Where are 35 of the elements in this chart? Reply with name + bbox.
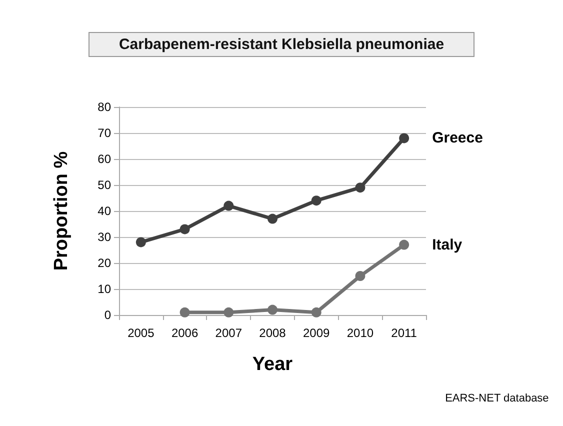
point <box>311 196 322 206</box>
point <box>224 200 234 211</box>
y-tick-label: 50 <box>98 178 112 192</box>
x-tick-label: 2008 <box>259 326 286 340</box>
y-tick-label: 80 <box>98 100 112 114</box>
y-tick-label: 0 <box>104 308 112 322</box>
x-tick-label: 2010 <box>346 326 374 340</box>
y-tick-label: 40 <box>98 204 112 218</box>
y-tick-label: 10 <box>98 282 112 296</box>
point <box>136 237 146 248</box>
y-tick-label: 30 <box>98 230 112 244</box>
x-tick-label: 2009 <box>303 326 330 340</box>
y-axis-title: Proportion % <box>51 151 72 271</box>
text: EARS-NET database <box>445 392 549 404</box>
y-tick-label: 60 <box>98 152 112 166</box>
point <box>268 304 278 315</box>
x-tick-label: 2006 <box>171 326 198 340</box>
point <box>180 307 190 318</box>
x-tick-label: 2007 <box>215 326 242 340</box>
point <box>399 240 410 250</box>
point <box>355 182 366 193</box>
series-label: Italy <box>432 236 463 254</box>
x-tick-label: 2011 <box>391 326 418 340</box>
y-tick-label: 20 <box>98 256 112 270</box>
point <box>399 133 410 144</box>
series-label: Greece <box>432 130 483 147</box>
x-axis-title: Year <box>252 354 294 375</box>
point <box>311 307 322 318</box>
point <box>180 224 190 234</box>
y-tick-label: 70 <box>98 126 112 140</box>
point <box>268 214 278 224</box>
point <box>355 271 366 281</box>
chart-title: Carbapenem-resistant Klebsiella pneumoniae <box>118 36 444 53</box>
point <box>224 307 234 318</box>
x-tick-label: 2005 <box>128 326 155 340</box>
